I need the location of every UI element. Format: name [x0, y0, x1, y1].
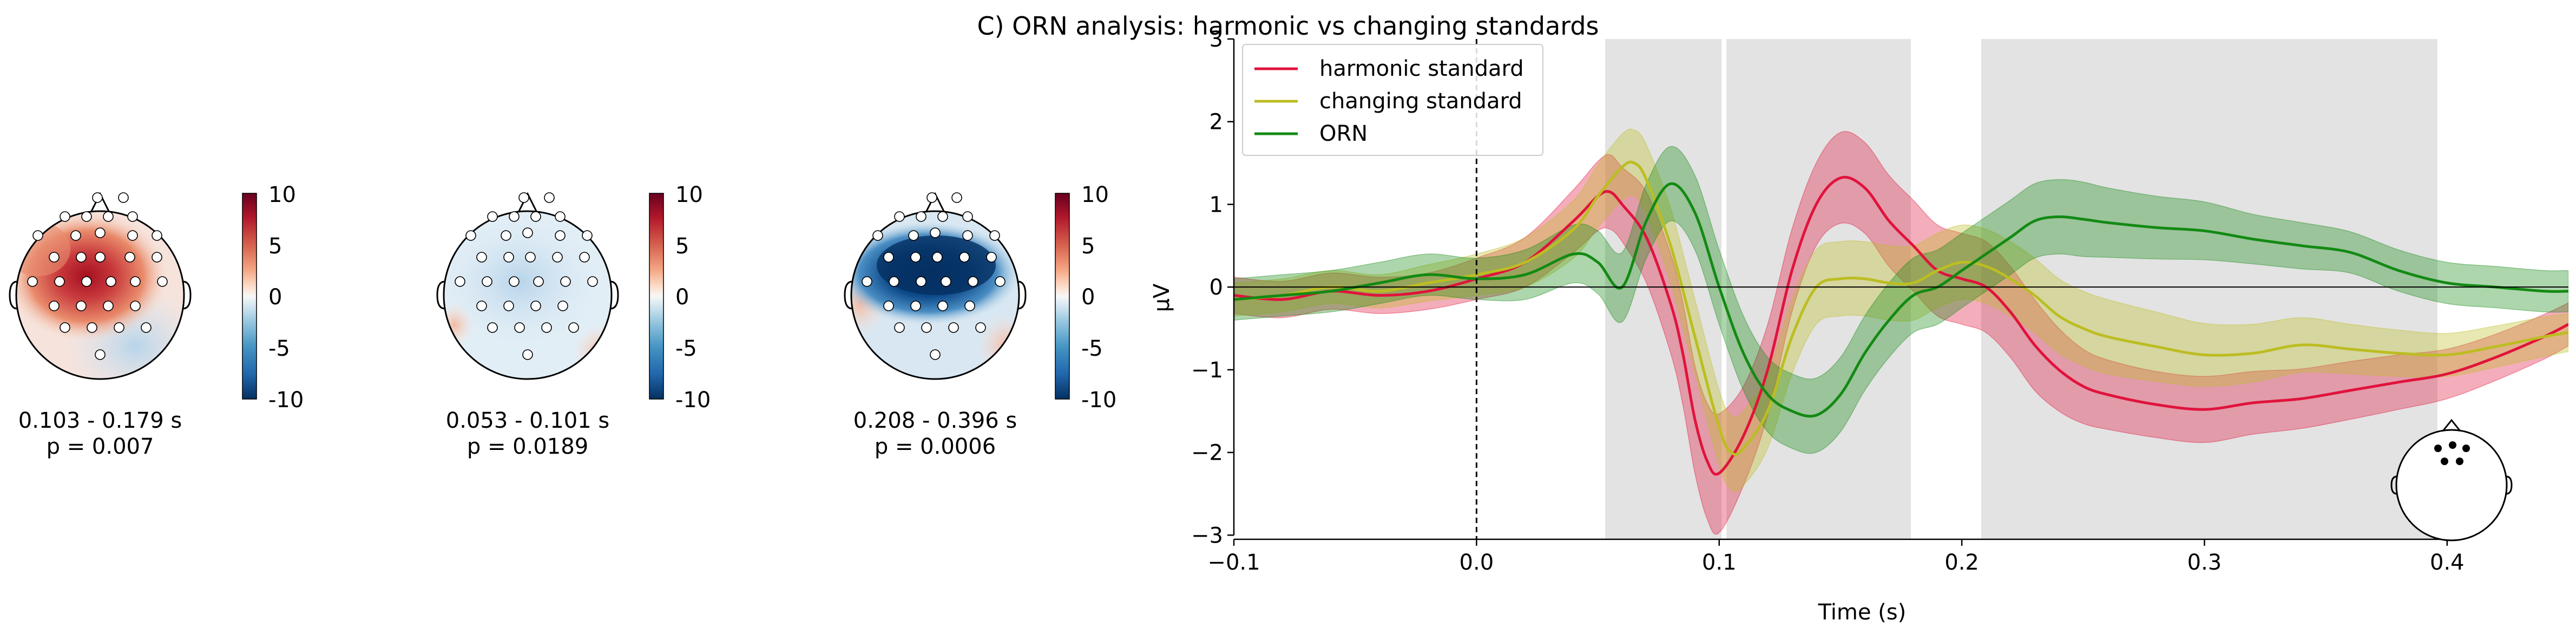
colorbar-tick: 5: [675, 234, 689, 259]
time-window-label: 0.053 - 0.101 s: [446, 408, 609, 433]
right-ear: [1017, 280, 1027, 310]
colorbar-tick: 0: [1081, 285, 1095, 310]
sensor-markers: [455, 192, 598, 360]
right-ear: [182, 280, 192, 310]
significant-window: [1726, 39, 1911, 539]
significant-windows: [1605, 39, 2437, 539]
series-line: [1234, 160, 2568, 456]
x-tick-label: 0.1: [1702, 550, 1737, 575]
colorbar-tick: -5: [1081, 336, 1103, 361]
y-tick-label: 2: [1210, 110, 1223, 135]
legend-label: ORN: [1319, 121, 1368, 146]
series-lines: [1234, 160, 2568, 476]
colorbar-tick: -10: [675, 388, 711, 413]
confidence-band: [1234, 146, 2568, 454]
legend: harmonic standard changing standard ORN: [1242, 44, 1543, 156]
y-tick-label: 3: [1210, 27, 1223, 52]
time-window-label: 0.208 - 0.396 s: [853, 408, 1017, 433]
topomap-3: 10 5 0 -5 -10 0.208 - 0.396 s p = 0.0006: [844, 182, 1116, 459]
y-tick-label: −3: [1191, 523, 1223, 548]
significant-window: [1605, 39, 1722, 539]
sensor-markers: [862, 192, 1006, 360]
figure-title: C) ORN analysis: harmonic vs changing st…: [977, 11, 1599, 41]
colorbar-tick: 0: [675, 285, 689, 310]
colorbar-tick: -10: [268, 388, 304, 413]
topomap-1: 10 5 0 -5 -10 0.103 - 0.179 s p = 0.007: [9, 182, 304, 459]
colorbar: [242, 193, 257, 400]
p-value-label: p = 0.007: [47, 434, 154, 459]
inset-head-outline: [2395, 429, 2508, 541]
head-outline: [15, 210, 185, 380]
significant-window: [1981, 39, 2437, 539]
time-window-label: 0.103 - 0.179 s: [18, 408, 182, 433]
colorbar: [1055, 193, 1070, 400]
x-axis-label: Time (s): [1818, 600, 1907, 625]
y-axis-label: µV: [1149, 283, 1174, 312]
colorbar-tick: -5: [675, 336, 697, 361]
left-ear: [9, 280, 18, 310]
y-tick-label: 1: [1210, 192, 1223, 217]
inset-right-ear: [2506, 475, 2513, 495]
confidence-band: [1234, 131, 2568, 535]
sensor-location-inset: [2390, 419, 2513, 541]
right-ear: [610, 280, 619, 310]
x-tick-label: 0.3: [2187, 550, 2222, 575]
y-tick-label: −2: [1191, 441, 1223, 466]
head-outline: [850, 210, 1020, 380]
legend-label: harmonic standard: [1319, 56, 1524, 81]
left-ear: [844, 280, 853, 310]
p-value-label: p = 0.0189: [467, 434, 588, 459]
x-tick-label: −0.1: [1207, 550, 1260, 575]
colorbar-tick: 0: [268, 285, 282, 310]
legend-box: [1242, 44, 1543, 156]
topomap-2: 10 5 0 -5 -10 0.053 - 0.101 s p = 0.0189: [436, 182, 711, 459]
inset-left-ear: [2390, 475, 2397, 495]
series-line: [1234, 182, 2568, 418]
confidence-bands: [1234, 128, 2568, 535]
p-value-label: p = 0.0006: [875, 434, 996, 459]
legend-label: changing standard: [1319, 89, 1522, 114]
colorbar-tick: 5: [268, 234, 282, 259]
x-tick-label: 0.2: [1944, 550, 1979, 575]
head-outline: [443, 210, 613, 380]
confidence-band: [1234, 128, 2568, 492]
y-axis-ticks: −3 −2 −1 0 1 2 3: [1191, 27, 1234, 548]
x-axis-ticks: −0.1 0.0 0.1 0.2 0.3 0.4: [1207, 539, 2465, 575]
colorbar-tick: 10: [1081, 182, 1109, 207]
colorbar-tick: 5: [1081, 234, 1095, 259]
y-tick-label: −1: [1191, 358, 1223, 383]
series-line: [1234, 175, 2568, 476]
left-ear: [436, 280, 445, 310]
inset-sensors: [2434, 441, 2470, 465]
inset-nose: [2442, 419, 2461, 432]
x-tick-label: 0.4: [2430, 550, 2465, 575]
colorbar-tick: -10: [1081, 388, 1116, 413]
y-tick-label: 0: [1210, 275, 1223, 300]
colorbar-tick: 10: [675, 182, 703, 207]
colorbar-tick: -5: [268, 336, 290, 361]
sensor-markers: [27, 192, 168, 360]
colorbar: [649, 193, 664, 400]
x-tick-label: 0.0: [1460, 550, 1494, 575]
colorbar-tick: 10: [268, 182, 296, 207]
nose: [517, 192, 538, 213]
